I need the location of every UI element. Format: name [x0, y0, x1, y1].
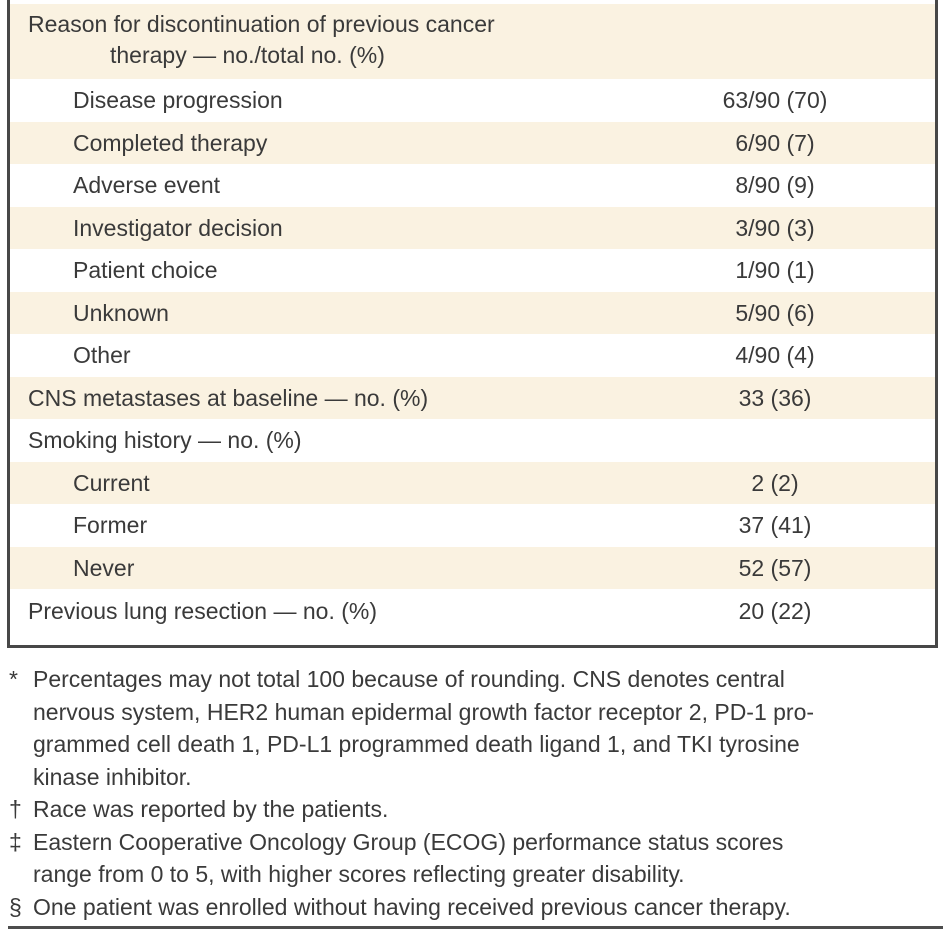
table-section-header: Reason for discontinuation of previous c… [10, 4, 935, 79]
row-value: 2 (2) [751, 469, 799, 496]
footnote: * Percentages may not total 100 because o… [8, 663, 944, 793]
row-value: 3/90 (3) [735, 214, 815, 241]
row-value: 33 (36) [738, 384, 812, 411]
row-label: Smoking history — no. (%) [28, 427, 302, 454]
row-label: Current [73, 469, 150, 496]
row-value: 20 (22) [738, 598, 812, 624]
row-label: Patient choice [73, 257, 218, 284]
table-row: Other 4/90 (4) [10, 334, 935, 377]
table-row: Former 37 (41) [10, 504, 935, 547]
row-label: Completed therapy [73, 129, 268, 156]
row-value: 1/90 (1) [735, 257, 815, 284]
footnote-text: One patient was enrolled without having … [33, 893, 791, 920]
footnote-text: Percentages may not total 100 because of… [33, 666, 815, 790]
footnote-marker: § [9, 893, 22, 920]
row-label: Adverse event [73, 172, 221, 199]
row-label: Other [73, 342, 131, 369]
table-bottom-rule [8, 926, 943, 929]
table-row: Never 52 (57) [10, 546, 935, 589]
footnotes: * Percentages may not total 100 because o… [8, 663, 944, 923]
footnote: § One patient was enrolled without having… [8, 891, 944, 924]
footnote: † Race was reported by the patients. [8, 793, 944, 826]
footnote-text: Race was reported by the patients. [33, 796, 389, 822]
footnote-marker: † [9, 796, 22, 822]
table-row: Adverse event 8/90 (9) [10, 164, 935, 207]
table-rows: Disease progression 63/90 (70) Completed t… [10, 79, 935, 645]
table-row: Smoking history — no. (%) [10, 419, 935, 462]
table-row: Unknown 5/90 (6) [10, 291, 935, 334]
table-row: Disease progression 63/90 (70) [10, 79, 935, 122]
table-row: Current 2 (2) [10, 461, 935, 504]
table-row: Patient choice 1/90 (1) [10, 249, 935, 292]
row-value: 4/90 (4) [735, 342, 815, 369]
row-label: CNS metastases at baseline — no. (%) [28, 384, 429, 411]
row-label: Investigator decision [73, 214, 283, 241]
table-top-spacer [10, 0, 935, 4]
footnote-text: Eastern Cooperative Oncology Group (ECOG… [33, 828, 784, 888]
section-header-line2: therapy — no./total no. (%) [110, 42, 385, 68]
footnote-marker: ‡ [9, 828, 22, 855]
characteristics-table: Reason for discontinuation of previous c… [7, 0, 938, 648]
row-label: Previous lung resection — no. (%) [28, 598, 377, 624]
row-value: 5/90 (6) [735, 299, 815, 326]
section-header-line1: Reason for discontinuation of previous c… [28, 11, 495, 37]
row-value: 37 (41) [738, 512, 812, 539]
footnote: ‡ Eastern Cooperative Oncology Group (ECO… [8, 826, 944, 891]
table-row: CNS metastases at baseline — no. (%) 33 (… [10, 376, 935, 419]
row-label: Unknown [73, 299, 169, 326]
table-row: Previous lung resection — no. (%) 20 (22) [10, 589, 935, 645]
row-value: 6/90 (7) [735, 129, 815, 156]
row-label: Former [73, 512, 148, 539]
row-value: 8/90 (9) [735, 172, 815, 199]
row-value: 52 (57) [738, 554, 812, 581]
table-row: Investigator decision 3/90 (3) [10, 206, 935, 249]
row-value: 63/90 (70) [722, 87, 828, 114]
row-label: Never [73, 554, 135, 581]
row-label: Disease progression [73, 87, 283, 114]
table-row: Completed therapy 6/90 (7) [10, 121, 935, 164]
footnote-marker: * [9, 666, 18, 692]
